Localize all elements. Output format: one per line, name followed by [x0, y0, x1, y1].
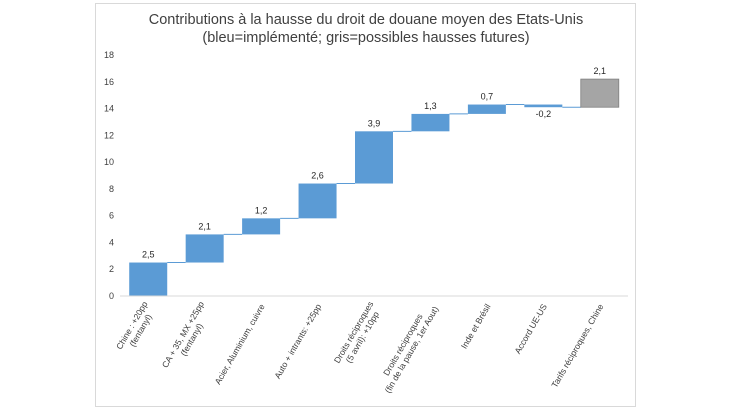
waterfall-chart: Contributions à la hausse du droit de do… — [104, 12, 628, 395]
category-label: Inde et Brésil — [459, 302, 493, 351]
waterfall-bar — [355, 131, 393, 184]
data-label: 2,1 — [594, 66, 607, 76]
y-tick-label: 14 — [104, 104, 114, 114]
chart-title: Contributions à la hausse du droit de do… — [149, 12, 583, 28]
y-tick-label: 18 — [104, 50, 114, 60]
waterfall-bar — [411, 113, 450, 132]
category-label: Auto + intrants: +25pp — [272, 302, 323, 380]
y-tick-label: 6 — [109, 211, 114, 221]
y-tick-label: 4 — [109, 237, 114, 247]
data-label: 0,7 — [481, 92, 494, 102]
data-label: -0,2 — [536, 109, 552, 119]
waterfall-bar — [242, 218, 281, 235]
category-label: CA + 35, MX +25pp(fentanyl) — [160, 299, 215, 374]
chart-frame: Contributions à la hausse du droit de do… — [95, 3, 636, 407]
data-labels: 2,5 2,1 1,2 2,6 3,9 1,3 0,7 -0,2 2,1 — [142, 66, 606, 259]
category-label-line: Inde et Brésil — [459, 302, 493, 351]
y-tick-label: 2 — [109, 264, 114, 274]
waterfall-bar — [298, 183, 337, 219]
category-label: Tarifs réciproques, Chine — [549, 302, 605, 390]
waterfall-bar — [129, 262, 168, 296]
connectors — [167, 104, 581, 264]
waterfall-bar — [580, 78, 620, 108]
data-label: 2,6 — [311, 171, 324, 181]
bars — [129, 78, 620, 296]
chart-subtitle: (bleu=implémenté; gris=possibles hausses… — [202, 30, 529, 46]
waterfall-bar — [524, 104, 563, 108]
category-label-line: Tarifs réciproques, Chine — [549, 302, 605, 390]
category-label-line: Acier, Aluminium, cuivre — [213, 302, 267, 386]
category-label: Droits réciproques(5 avril): +10pp — [332, 300, 384, 370]
y-tick-label: 0 — [109, 291, 114, 301]
data-label: 1,3 — [424, 101, 437, 111]
category-label-line: Auto + intrants: +25pp — [272, 302, 323, 380]
category-label: Droits réciproques(fin de la pause, 1er … — [374, 299, 441, 394]
data-label: 1,2 — [255, 205, 268, 215]
y-tick-label: 12 — [104, 130, 114, 140]
y-axis: 0 2 4 6 8 10 12 14 16 18 — [104, 50, 114, 301]
waterfall-bar — [185, 234, 224, 263]
category-labels: Chine : +20pp(fentanyl) CA + 35, MX +25pp… — [114, 299, 606, 394]
y-tick-label: 10 — [104, 157, 114, 167]
waterfall-bar — [467, 104, 506, 114]
y-tick-label: 8 — [109, 184, 114, 194]
category-label-line: Accord UE-US — [512, 302, 549, 356]
data-label: 2,5 — [142, 250, 155, 260]
category-label: Acier, Aluminium, cuivre — [213, 302, 267, 386]
y-tick-label: 16 — [104, 77, 114, 87]
data-label: 2,1 — [198, 221, 211, 231]
category-label: Chine : +20pp(fentanyl) — [114, 299, 158, 356]
data-label: 3,9 — [368, 118, 381, 128]
category-label: Accord UE-US — [512, 302, 549, 356]
